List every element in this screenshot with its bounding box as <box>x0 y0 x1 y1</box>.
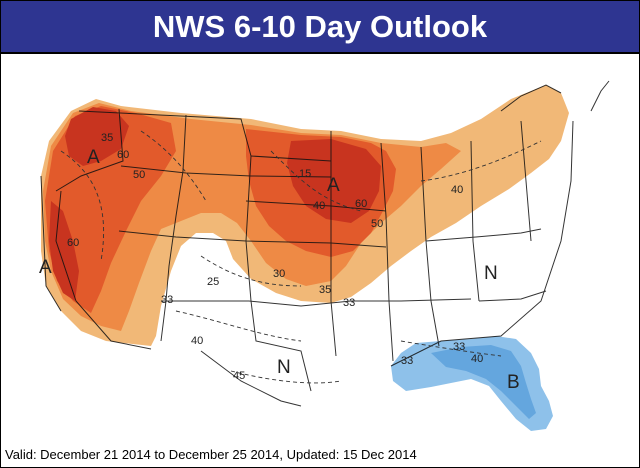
contour-label-ca-60: 60 <box>67 237 79 249</box>
contour-label-mw-60: 60 <box>355 198 367 210</box>
region-label-a-california: A <box>39 257 52 278</box>
contour-label-west-50: 50 <box>133 169 145 181</box>
contour-label-se-33: 33 <box>453 341 465 353</box>
region-label-n-east: N <box>484 263 498 284</box>
contour-label-plains-33: 33 <box>343 297 355 309</box>
outlook-map: A A A N N B 35 60 50 60 15 40 60 50 40 2… <box>1 54 639 446</box>
area-below-40 <box>431 345 536 419</box>
contour-label-plains-35: 35 <box>319 284 331 296</box>
page-title: NWS 6-10 Day Outlook <box>152 8 488 44</box>
contour-label-sw-33: 33 <box>161 294 173 306</box>
contour-label-pnw-35: 35 <box>101 132 113 144</box>
title-bar: NWS 6-10 Day Outlook <box>1 1 639 54</box>
contour-label-mw-40: 40 <box>313 200 325 212</box>
contour-label-sw-25: 25 <box>207 276 219 288</box>
contour-label-ne-40: 40 <box>451 184 463 196</box>
contour-label-se-40: 40 <box>471 353 483 365</box>
contour-label-mw-50: 50 <box>371 218 383 230</box>
contour-label-pnw-60: 60 <box>117 149 129 161</box>
contour-lines <box>60 130 542 384</box>
contour-label-plains-30: 30 <box>273 268 285 280</box>
region-label-n-southwest: N <box>277 357 291 378</box>
contour-label-mw-15: 15 <box>299 168 311 180</box>
region-label-b-florida: B <box>507 372 520 393</box>
region-label-a-upper-midwest: A <box>327 175 340 196</box>
area-above-60 <box>49 107 381 301</box>
contour-label-gulf-33: 33 <box>401 355 413 367</box>
contour-label-sw-40: 40 <box>191 335 203 347</box>
valid-dates-caption: Valid: December 21 2014 to December 25 2… <box>5 447 417 462</box>
region-label-a-pacific-nw: A <box>87 147 100 168</box>
state-boundaries <box>40 80 610 407</box>
contour-label-tx-45: 45 <box>233 370 245 382</box>
